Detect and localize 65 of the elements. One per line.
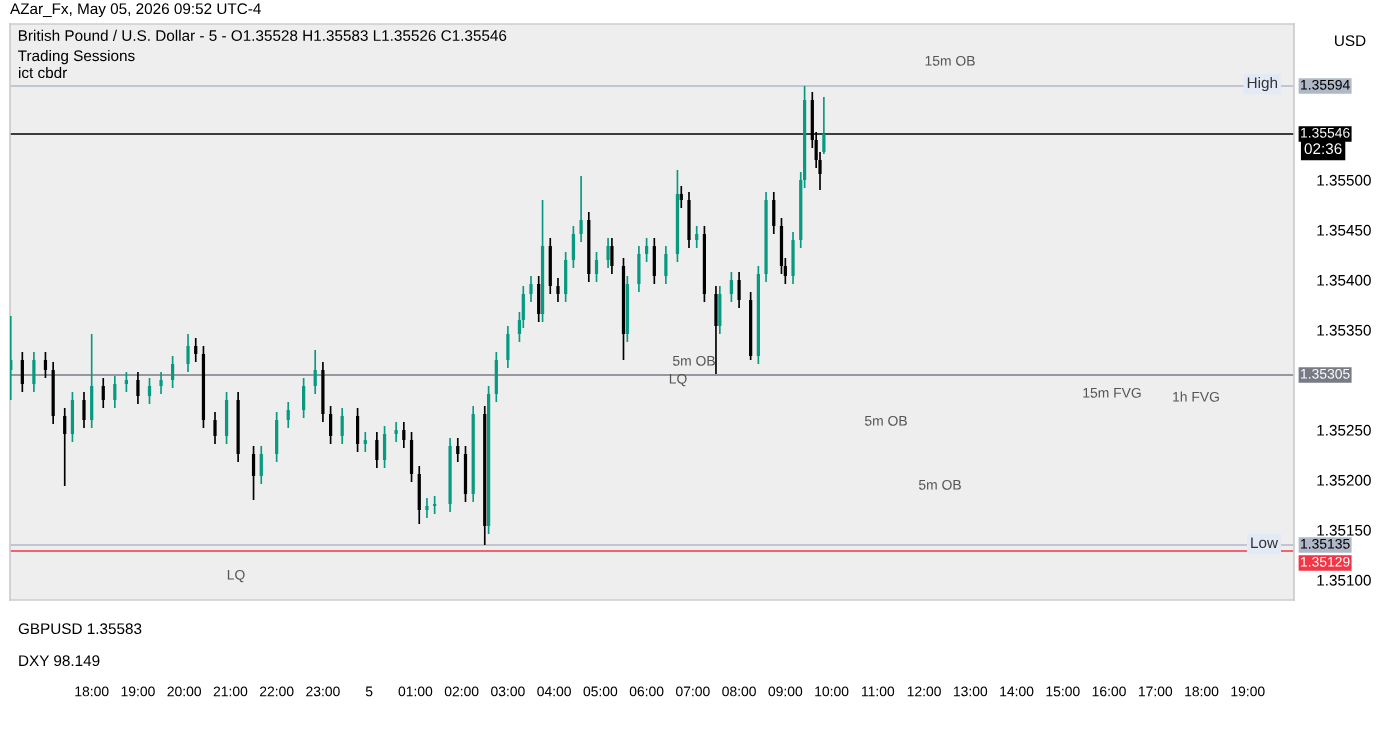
candlestick [147, 377, 152, 405]
candlestick [382, 425, 387, 469]
candlestick [275, 411, 279, 463]
candlestick [375, 431, 379, 469]
candlestick [695, 225, 699, 249]
candlestick [101, 377, 105, 409]
candlestick [652, 237, 656, 285]
candlestick [43, 351, 48, 379]
candlestick [194, 337, 198, 363]
candlestick [664, 245, 668, 285]
candlestick [402, 421, 406, 449]
candlestick [791, 231, 795, 285]
candlestick [564, 251, 568, 303]
candlestick [136, 371, 140, 405]
candlestick [822, 96, 826, 155]
candlestick [737, 271, 741, 309]
candlestick [729, 271, 733, 303]
candlestick [548, 237, 552, 295]
candlestick [82, 391, 86, 429]
candlestick [606, 237, 610, 269]
candlestick [579, 175, 583, 243]
candlestick [529, 275, 533, 303]
candlestick [714, 285, 718, 375]
candlestick [363, 431, 367, 453]
candlestick [610, 237, 614, 275]
candlestick [63, 407, 67, 487]
candlestick [20, 351, 24, 393]
candlestick [302, 377, 306, 419]
candlestick [687, 191, 691, 249]
candlestick [313, 349, 317, 395]
candlestick [329, 405, 333, 445]
candlestick [159, 371, 163, 395]
candlestick [224, 391, 229, 445]
candlestick [124, 371, 128, 393]
candlestick [409, 431, 414, 483]
candlestick [644, 237, 649, 263]
candlestick [556, 277, 560, 303]
candlestick [679, 185, 683, 209]
candlestick [32, 351, 36, 393]
candlestick [286, 401, 290, 429]
candlestick [90, 333, 94, 429]
candlestick [571, 225, 576, 269]
candlestick [394, 421, 398, 443]
candlestick [251, 445, 256, 501]
candlestick [463, 445, 468, 503]
candlestick [113, 375, 117, 409]
candlestick [51, 361, 55, 425]
candlestick [456, 437, 460, 463]
candlestick [213, 411, 217, 445]
candlestick [186, 333, 190, 373]
candlestick [171, 355, 175, 389]
candlestick [425, 497, 429, 519]
candlestick [70, 391, 75, 443]
candlestick [594, 251, 599, 283]
candlestick [506, 325, 510, 369]
candlestick [537, 275, 541, 323]
candlestick [340, 407, 344, 445]
candlestick [494, 351, 498, 403]
candlestick [321, 361, 325, 423]
candlestick [259, 445, 263, 485]
candlestick [417, 465, 421, 525]
candlestick [718, 285, 722, 335]
candlestick [355, 407, 360, 453]
candlestick [772, 191, 776, 235]
candlestick [637, 245, 641, 293]
